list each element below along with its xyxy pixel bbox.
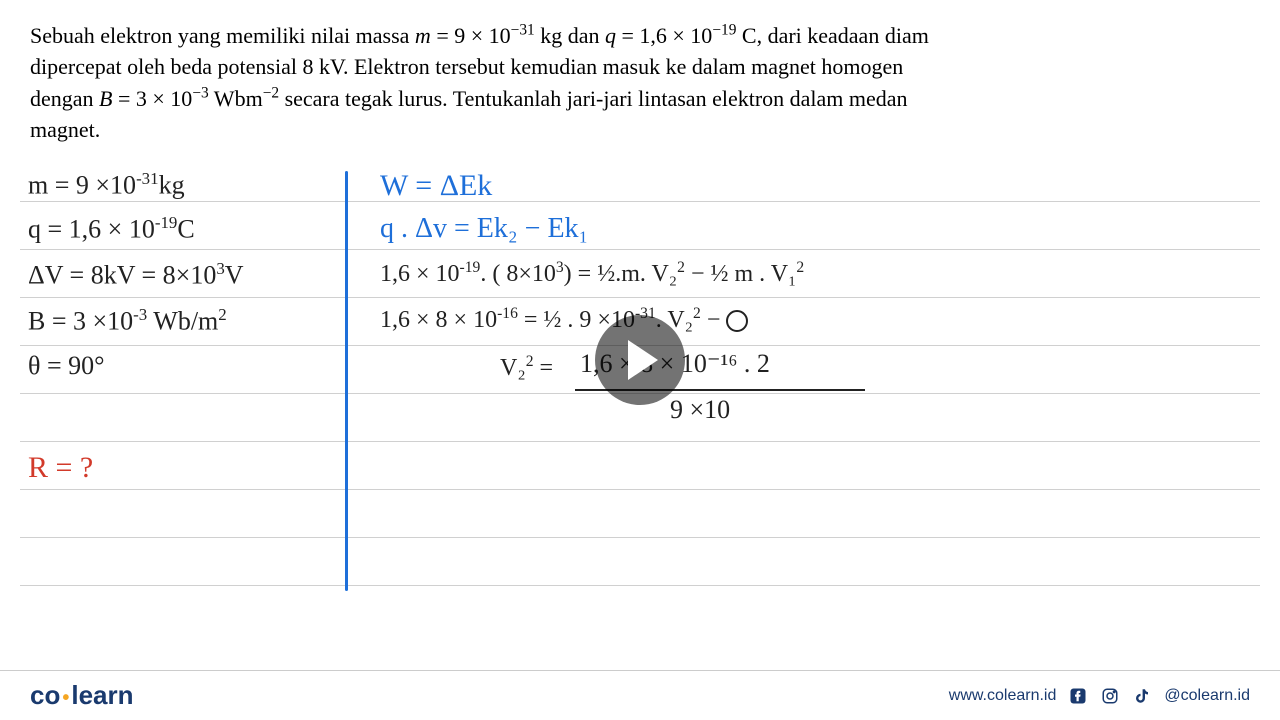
footer-handle[interactable]: @colearn.id: [1164, 687, 1250, 705]
problem-statement: Sebuah elektron yang memiliki nilai mass…: [0, 0, 1280, 156]
zero-circled: [726, 310, 748, 332]
facebook-icon[interactable]: [1068, 686, 1088, 706]
problem-line4: magnet.: [30, 117, 100, 142]
eq-work-energy: W = ΔEk: [380, 169, 492, 203]
eq-qdv: q . Δv = Ek₂ − Ek₁: [380, 213, 588, 245]
eq-v2-label: V₂2 =: [500, 353, 553, 382]
eq-subst1: 1,6 × 10-19. ( 8×103) = ½.m. V₂2 − ½ m .…: [380, 259, 804, 288]
problem-line3: dengan B = 3 × 10−3 Wbm−2 secara tegak l…: [30, 86, 908, 111]
eq-subst2: 1,6 × 8 × 10-16 = ½ . 9 ×10-31. V₂2 −: [380, 305, 748, 334]
instagram-icon[interactable]: [1100, 686, 1120, 706]
footer-url[interactable]: www.colearn.id: [949, 687, 1057, 705]
given-b: B = 3 ×10-3 Wb/m2: [28, 305, 227, 337]
footer-bar: co•learn www.colearn.id @colearn.id: [0, 670, 1280, 720]
colearn-logo: co•learn: [30, 680, 134, 711]
asked-r: R = ?: [28, 451, 93, 485]
given-dv: ΔV = 8kV = 8×103V: [28, 259, 244, 291]
given-q: q = 1,6 × 10-19C: [28, 213, 195, 245]
problem-line1: Sebuah elektron yang memiliki nilai mass…: [30, 23, 929, 48]
vertical-divider: [345, 171, 348, 591]
play-button[interactable]: [595, 315, 685, 405]
given-m: m = 9 ×10-31kg: [28, 169, 185, 201]
frac-denominator: 9 ×10: [670, 395, 730, 425]
given-theta: θ = 90°: [28, 351, 105, 381]
tiktok-icon[interactable]: [1132, 686, 1152, 706]
problem-line2: dipercepat oleh beda potensial 8 kV. Ele…: [30, 54, 903, 79]
